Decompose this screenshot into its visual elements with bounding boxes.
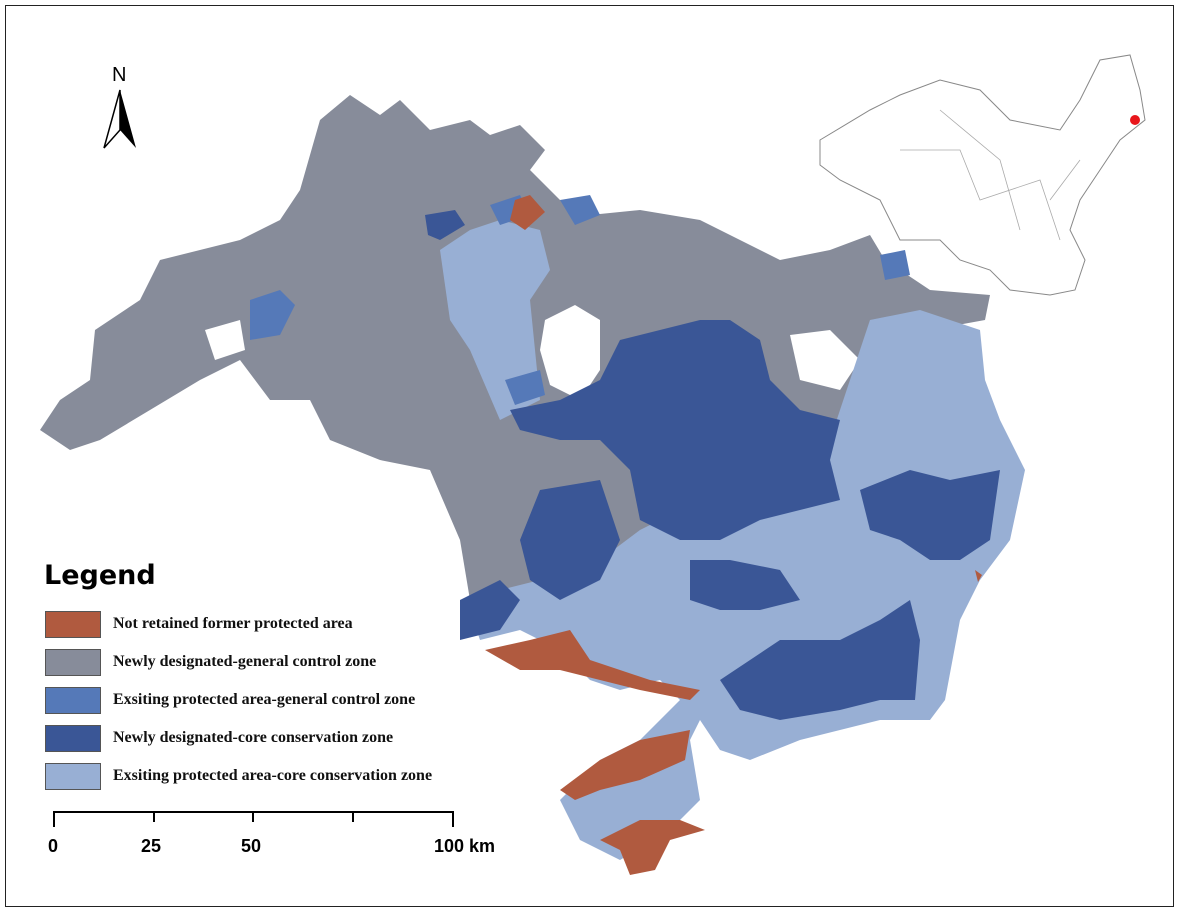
legend-swatch bbox=[45, 648, 101, 676]
legend-label: Exsiting protected area-general control … bbox=[113, 691, 416, 708]
legend-item: Newly designated-general control zone bbox=[45, 647, 376, 677]
legend-swatch bbox=[45, 686, 101, 714]
legend-swatch bbox=[45, 724, 101, 752]
map-border bbox=[5, 5, 1174, 907]
zone-newly-core-conservation bbox=[425, 210, 1000, 720]
inset-china-outline bbox=[819, 54, 1146, 296]
legend-item: Newly designated-core conservation zone bbox=[45, 723, 393, 753]
legend-label: Exsiting protected area-core conservatio… bbox=[113, 767, 433, 784]
legend-item: Exsiting protected area-core conservatio… bbox=[45, 761, 432, 791]
scale-tick-label: 50 bbox=[241, 836, 262, 856]
north-label: N bbox=[112, 64, 127, 86]
scale-bar bbox=[53, 811, 454, 827]
scale-tick-label: 0 bbox=[48, 836, 59, 856]
north-arrow-icon bbox=[103, 89, 136, 149]
legend-swatch bbox=[45, 762, 101, 790]
legend-swatch bbox=[45, 610, 101, 638]
legend-label: Newly designated-core conservation zone bbox=[113, 729, 394, 746]
scale-tick-label: 100 km bbox=[434, 836, 496, 856]
legend-item: Exsiting protected area-general control … bbox=[45, 685, 415, 715]
scale-tick-label: 25 bbox=[141, 836, 162, 856]
legend-item: Not retained former protected area bbox=[45, 609, 353, 639]
legend-label: Not retained former protected area bbox=[113, 615, 353, 632]
legend-title: Legend bbox=[44, 560, 156, 591]
inset-study-area-marker bbox=[1130, 115, 1140, 125]
legend-label: Newly designated-general control zone bbox=[113, 653, 377, 670]
